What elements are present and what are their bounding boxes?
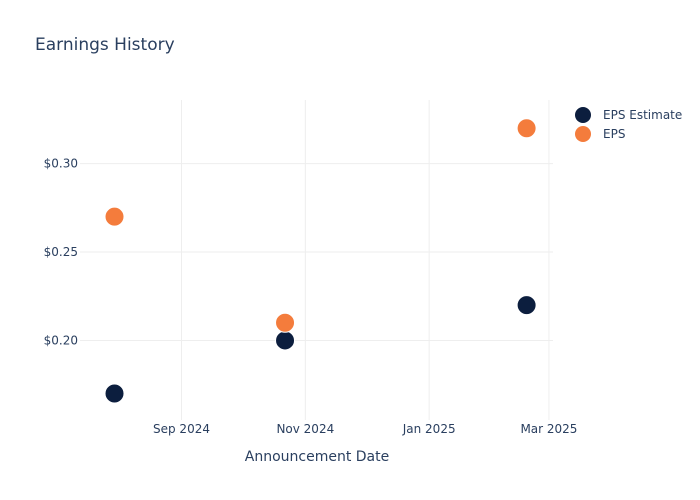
x-tick-label: Mar 2025 — [520, 422, 577, 436]
eps-point[interactable] — [516, 118, 537, 139]
x-axis-ticks: Sep 2024 Nov 2024 Jan 2025 Mar 2025 — [153, 422, 577, 436]
x-tick-label: Nov 2024 — [276, 422, 334, 436]
y-tick-label: $0.30 — [44, 157, 78, 171]
legend[interactable]: EPS Estimate EPS — [575, 107, 682, 142]
eps-point[interactable] — [275, 312, 296, 333]
legend-marker — [575, 126, 591, 142]
legend-item-eps[interactable]: EPS — [575, 126, 625, 142]
legend-marker — [575, 107, 591, 123]
y-tick-label: $0.25 — [44, 245, 78, 259]
legend-item-eps-estimate[interactable]: EPS Estimate — [575, 107, 682, 123]
y-tick-label: $0.20 — [44, 333, 78, 347]
chart-title: Earnings History — [35, 35, 175, 55]
y-axis-ticks: $0.20 $0.25 $0.30 — [44, 157, 78, 348]
eps-estimate-point[interactable] — [104, 383, 125, 404]
eps-estimate-point[interactable] — [275, 330, 296, 351]
legend-label: EPS Estimate — [603, 108, 682, 122]
eps-estimate-point[interactable] — [516, 295, 537, 316]
legend-label: EPS — [603, 127, 625, 141]
eps-point[interactable] — [104, 206, 125, 227]
grid — [80, 100, 553, 420]
x-tick-label: Sep 2024 — [153, 422, 210, 436]
x-axis-title: Announcement Date — [245, 449, 389, 465]
data-points — [104, 118, 537, 404]
x-tick-label: Jan 2025 — [402, 422, 456, 436]
